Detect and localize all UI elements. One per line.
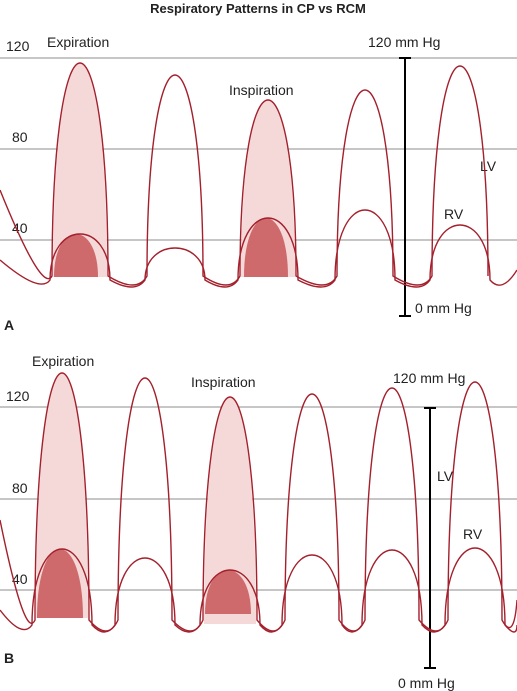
lv-trace	[0, 62, 489, 286]
grid-label: 120	[6, 38, 30, 54]
title: Respiratory Patterns in CP vs RCM	[150, 1, 366, 16]
panel-label: B	[4, 650, 14, 666]
panel-b: 120 80 40 Expiration Inspiration 120 mm …	[0, 353, 517, 691]
rv-trace	[0, 209, 517, 288]
lv-label: LV	[480, 158, 497, 174]
shaded-area	[204, 397, 256, 624]
inspiration-label: Inspiration	[229, 82, 294, 98]
expiration-label: Expiration	[47, 34, 109, 50]
panel-a: 120 80 40 Expiration Inspiration 120 mm …	[0, 34, 517, 333]
shaded-area	[37, 549, 83, 618]
scale-bottom: 0 mm Hg	[415, 300, 472, 316]
lv-label: LV	[437, 468, 454, 484]
rv-label: RV	[463, 526, 483, 542]
scale-top: 120 mm Hg	[368, 34, 440, 50]
inspiration-label: Inspiration	[191, 374, 256, 390]
grid-label: 40	[12, 220, 28, 236]
lv-trace	[0, 372, 517, 632]
shaded-area	[54, 234, 98, 277]
shaded-area	[205, 570, 251, 614]
panel-label: A	[4, 317, 14, 333]
grid-label: 80	[12, 480, 28, 496]
shaded-area	[53, 63, 107, 277]
expiration-label: Expiration	[32, 353, 94, 369]
grid-label: 40	[12, 571, 28, 587]
grid-label: 80	[12, 129, 28, 145]
scale-bottom: 0 mm Hg	[398, 675, 455, 691]
grid-label: 120	[6, 388, 30, 404]
rv-trace	[0, 547, 517, 633]
scale-top: 120 mm Hg	[393, 370, 465, 386]
rv-label: RV	[444, 206, 464, 222]
shaded-area	[244, 218, 288, 277]
